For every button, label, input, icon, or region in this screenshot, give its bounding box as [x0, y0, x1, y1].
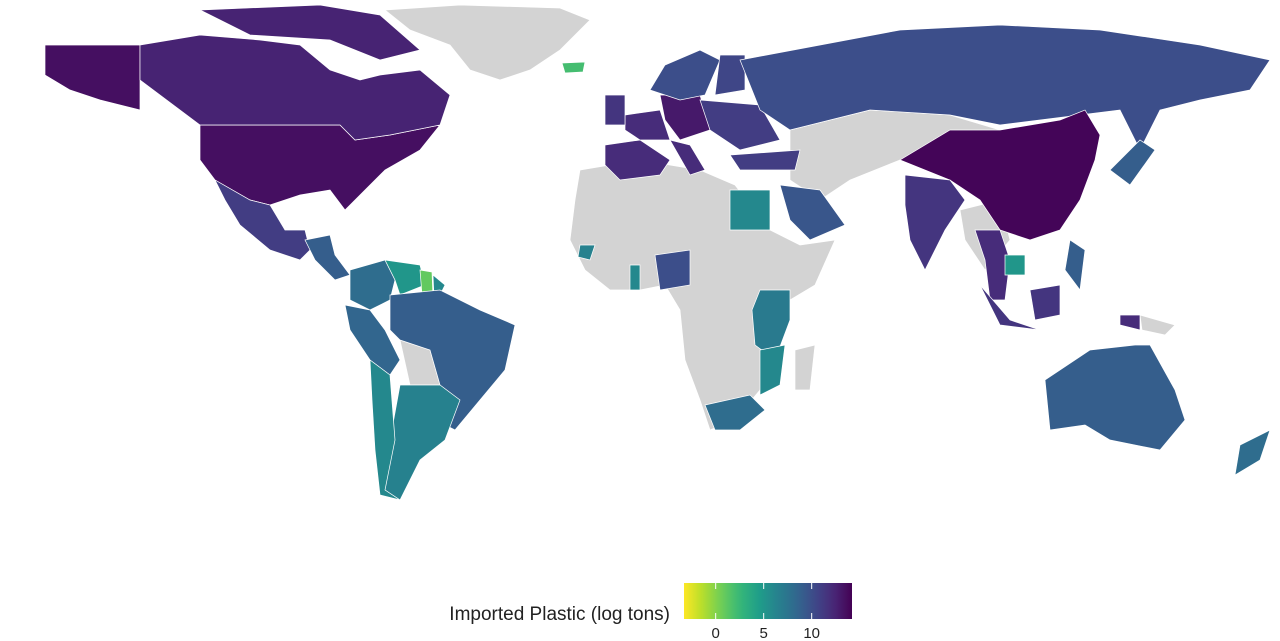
country — [44, 44, 141, 111]
country — [344, 304, 401, 376]
country — [629, 264, 641, 291]
countries — [44, 4, 1271, 501]
country — [561, 61, 586, 74]
country — [1004, 254, 1026, 276]
country — [369, 359, 401, 501]
country — [904, 174, 966, 271]
country — [199, 4, 421, 61]
country — [649, 49, 721, 101]
country — [1029, 284, 1061, 321]
country — [304, 234, 351, 281]
country — [139, 34, 451, 141]
country — [699, 99, 781, 151]
country — [739, 24, 1271, 151]
country — [729, 189, 771, 231]
no-data-land — [1139, 314, 1176, 336]
country — [624, 109, 671, 141]
country — [654, 249, 691, 291]
country — [389, 289, 516, 431]
country — [604, 94, 626, 126]
legend-title: Imported Plastic (log tons) — [449, 604, 670, 625]
colorbar-tick-label: 0 — [712, 625, 720, 641]
no-data-land — [384, 4, 591, 81]
country — [979, 284, 1041, 331]
country — [704, 394, 766, 431]
country — [349, 259, 396, 311]
country — [729, 149, 801, 171]
country — [1109, 139, 1156, 186]
country — [974, 229, 1011, 301]
country — [899, 109, 1101, 241]
country — [669, 139, 706, 176]
country — [1064, 239, 1086, 291]
colorbar-tick-label: 5 — [760, 625, 768, 641]
country — [1119, 314, 1141, 331]
country — [384, 259, 426, 296]
country — [384, 384, 461, 501]
country — [1234, 429, 1271, 476]
country — [577, 244, 596, 261]
country — [759, 344, 786, 396]
no-data-land — [794, 344, 816, 391]
country — [604, 139, 671, 181]
country — [779, 184, 846, 241]
colorbar — [684, 583, 852, 619]
country — [714, 54, 746, 96]
country — [1044, 344, 1186, 451]
colorbar-tick-label: 10 — [803, 625, 820, 641]
